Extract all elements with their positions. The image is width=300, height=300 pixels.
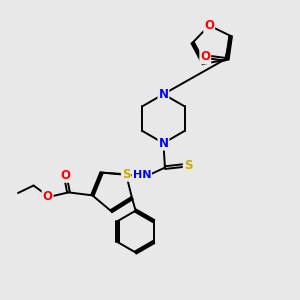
Text: S: S <box>184 159 192 172</box>
Text: O: O <box>204 19 214 32</box>
Text: N: N <box>158 88 168 101</box>
Text: N: N <box>158 136 168 150</box>
Text: O: O <box>43 190 52 203</box>
Text: O: O <box>61 169 70 182</box>
Text: S: S <box>122 168 130 181</box>
Text: O: O <box>200 50 210 63</box>
Text: HN: HN <box>133 170 151 180</box>
